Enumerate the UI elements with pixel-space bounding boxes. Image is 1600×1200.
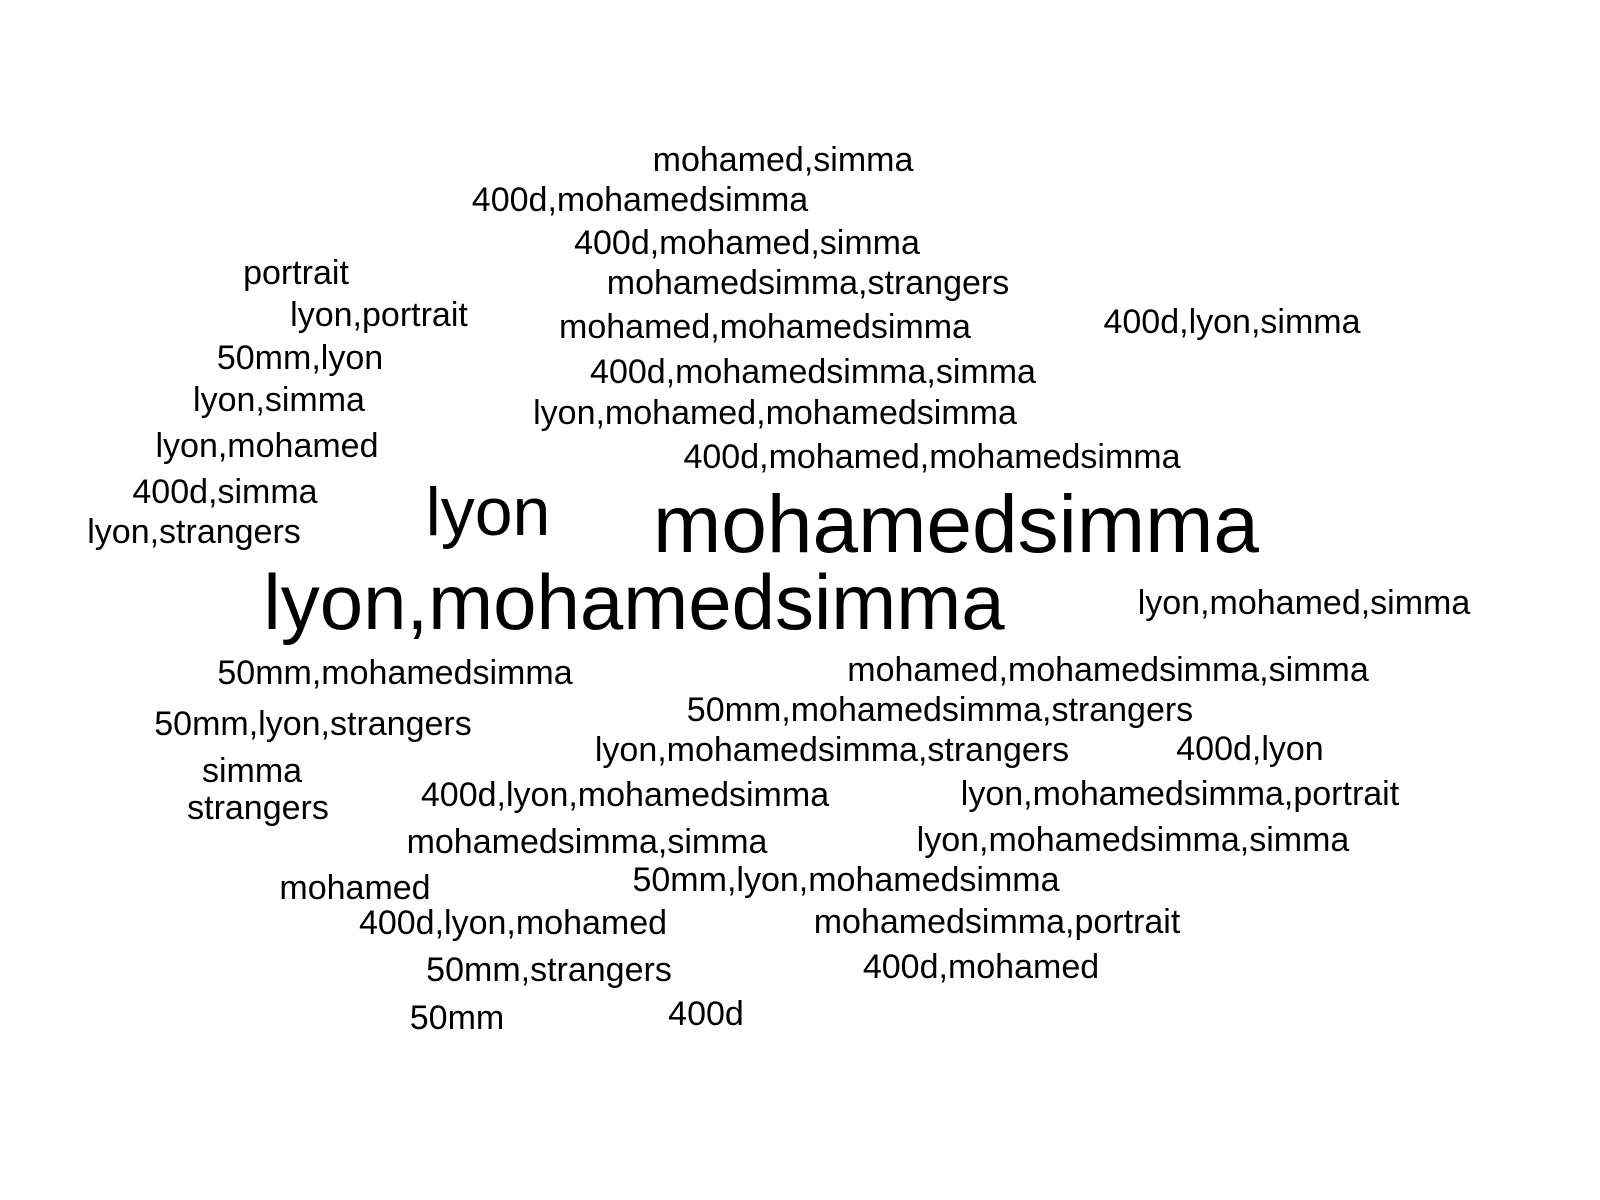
word-34: 400d,lyon,mohamed	[358, 904, 668, 942]
word-17: lyon,strangers	[87, 513, 301, 551]
word-32: mohamed	[279, 869, 431, 907]
word-8: 50mm,lyon	[216, 339, 384, 377]
word-13: 400d,mohamed,mohamedsimma	[683, 438, 1181, 476]
word-15: lyon	[425, 474, 551, 550]
word-31: lyon,mohamedsimma,simma	[916, 821, 1350, 859]
word-14: 400d,simma	[132, 473, 318, 511]
word-25: 400d,lyon	[1176, 730, 1324, 768]
word-22: 50mm,mohamedsimma,strangers	[686, 691, 1194, 729]
word-38: 50mm	[409, 999, 505, 1037]
word-6: portrait	[243, 254, 349, 292]
word-2: 400d,mohamed,simma	[574, 224, 920, 262]
word-3: mohamedsimma,strangers	[606, 264, 1010, 302]
word-20: 50mm,mohamedsimma	[217, 654, 573, 692]
word-4: mohamed,mohamedsimma	[559, 308, 971, 346]
word-36: 50mm,strangers	[426, 951, 672, 989]
word-11: lyon,mohamed,mohamedsimma	[533, 394, 1017, 432]
word-27: 400d,lyon,mohamedsimma	[420, 776, 830, 814]
word-19: lyon,mohamed,simma	[1137, 584, 1471, 622]
word-7: lyon,portrait	[290, 296, 468, 334]
word-29: strangers	[187, 789, 329, 827]
word-30: mohamedsimma,simma	[406, 823, 768, 861]
word-28: lyon,mohamedsimma,portrait	[960, 775, 1400, 813]
word-18: lyon,mohamedsimma	[263, 558, 1005, 646]
word-1: 400d,mohamedsimma	[471, 181, 809, 219]
word-10: lyon,simma	[193, 381, 365, 419]
word-24: lyon,mohamedsimma,strangers	[594, 731, 1070, 769]
word-0: mohamed,simma	[652, 141, 914, 179]
word-39: 400d	[668, 995, 744, 1033]
word-9: 400d,mohamedsimma,simma	[590, 353, 1036, 391]
word-16: mohamedsimma	[652, 479, 1260, 570]
word-26: simma	[201, 752, 303, 790]
word-33: 50mm,lyon,mohamedsimma	[632, 861, 1060, 899]
word-5: 400d,lyon,simma	[1103, 303, 1361, 341]
word-23: 50mm,lyon,strangers	[154, 705, 472, 743]
word-37: 400d,mohamed	[862, 948, 1100, 986]
word-12: lyon,mohamed	[155, 427, 379, 465]
word-21: mohamed,mohamedsimma,simma	[847, 651, 1369, 689]
word-35: mohamedsimma,portrait	[813, 903, 1181, 941]
